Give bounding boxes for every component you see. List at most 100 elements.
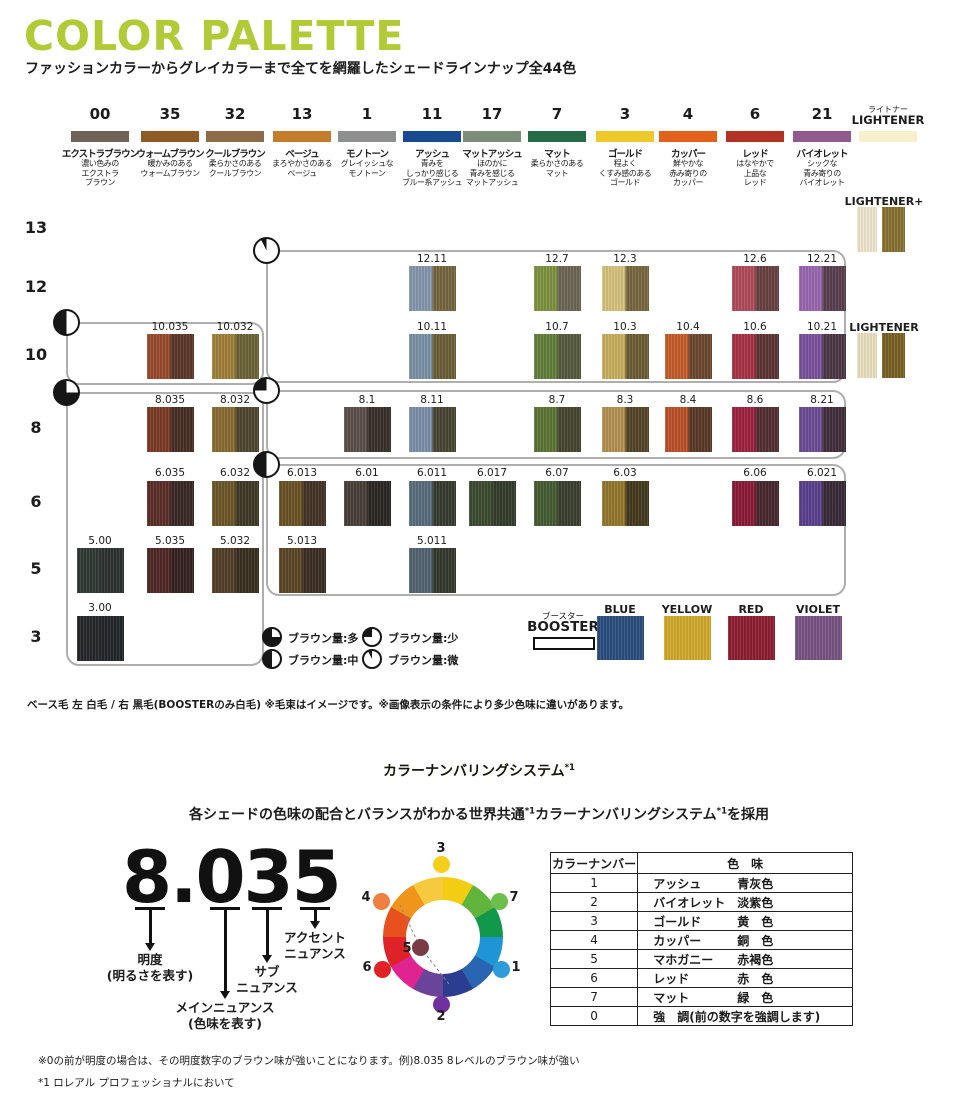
brown-amount-legend-icon bbox=[362, 649, 382, 669]
arrow-head-icon bbox=[262, 955, 272, 963]
annotation-label: サブ ニュアンス bbox=[236, 964, 298, 996]
shade-swatch-6.017 bbox=[469, 481, 516, 526]
brown-amount-legend-label: ブラウン量:少 bbox=[388, 632, 459, 645]
booster-label-en: BOOSTER bbox=[527, 619, 599, 635]
shade-label-5.032: 5.032 bbox=[219, 535, 251, 547]
hue-name: カッパー bbox=[653, 933, 702, 948]
shade-label-6.06: 6.06 bbox=[743, 467, 767, 479]
cell-hue: アッシュ 青灰色 bbox=[637, 873, 853, 893]
hue-name: マット bbox=[653, 990, 690, 1005]
column-00-swatch bbox=[71, 131, 129, 142]
wheel-dot-6 bbox=[373, 960, 391, 978]
shade-swatch-12.11 bbox=[409, 266, 456, 311]
column-17-desc: ほのかに 青みを感じる マットアッシュ bbox=[465, 159, 519, 187]
wheel-dot-label-2: 2 bbox=[436, 1009, 446, 1024]
column-4-desc: 鮮やかな 赤み寄りの カッパー bbox=[669, 159, 707, 187]
column-4-name: カッパー bbox=[670, 149, 706, 160]
column-6-desc: はなやかで 上品な レッド bbox=[736, 159, 774, 187]
shade-label-10.4: 10.4 bbox=[676, 321, 700, 333]
cell-hue: バイオレット 淡紫色 bbox=[637, 892, 853, 912]
column-21-name: バイオレット bbox=[796, 149, 848, 160]
shade-label-5.013: 5.013 bbox=[286, 535, 318, 547]
booster-blank-box bbox=[533, 637, 595, 650]
annotation-label: メインニュアンス (色味を表す) bbox=[175, 1000, 275, 1032]
column-21-swatch bbox=[793, 131, 851, 142]
superscript-note-ref: *1 bbox=[716, 806, 728, 817]
column-lightener-swatch bbox=[859, 131, 917, 142]
superscript-note-ref: *1 bbox=[524, 806, 536, 817]
cell-hue: レッド 赤 色 bbox=[637, 968, 853, 988]
column-35-swatch bbox=[141, 131, 199, 142]
page-title: COLOR PALETTE bbox=[24, 12, 405, 60]
table-row: 1 アッシュ 青灰色 bbox=[549, 873, 853, 893]
shade-label-6.017: 6.017 bbox=[476, 467, 508, 479]
column-header-hue: 色 味 bbox=[637, 852, 853, 874]
arrow-head-icon bbox=[310, 921, 320, 929]
shade-swatch-10.4 bbox=[665, 334, 712, 379]
hue-name: バイオレット bbox=[653, 895, 726, 910]
shade-label-5.011: 5.011 bbox=[416, 535, 448, 547]
example-shade-number: 8.035 bbox=[122, 835, 342, 919]
level-label-3: 3 bbox=[30, 627, 42, 646]
wheel-dot-1 bbox=[492, 960, 510, 978]
numbering-system-banner: カラーナンバリングシステム*1 bbox=[25, 756, 933, 781]
column-00-name: エクストラブラウン bbox=[61, 149, 139, 160]
column-3-number: 3 bbox=[619, 105, 631, 123]
shade-label-8.7: 8.7 bbox=[548, 394, 566, 406]
cell-color-number: 7 bbox=[549, 987, 639, 1007]
shade-swatch-6.032 bbox=[212, 481, 259, 526]
lightener-label: LIGHTENER bbox=[849, 321, 919, 334]
shade-swatch-3.00 bbox=[77, 616, 124, 661]
wheel-dot-5 bbox=[411, 938, 429, 956]
booster-swatch-YELLOW bbox=[664, 616, 711, 660]
column-11-name: アッシュ bbox=[414, 149, 450, 160]
shade-label-6.03: 6.03 bbox=[613, 467, 637, 479]
table-row: 3 ゴールド 黄 色 bbox=[549, 911, 853, 931]
column-7-desc: 柔らかさのある マット bbox=[530, 159, 584, 178]
shade-swatch-8.11 bbox=[409, 407, 456, 452]
level-label-5: 5 bbox=[30, 559, 42, 578]
hue-name: アッシュ bbox=[653, 876, 702, 891]
brown-amount-legend-label: ブラウン量:多 bbox=[288, 632, 359, 645]
column-11-number: 11 bbox=[421, 105, 443, 123]
shade-swatch-12.7 bbox=[534, 266, 581, 311]
shade-label-12.21: 12.21 bbox=[806, 253, 838, 265]
shade-label-10.6: 10.6 bbox=[743, 321, 767, 333]
column-21-number: 21 bbox=[811, 105, 833, 123]
hue-name: レッド bbox=[653, 971, 690, 986]
lead-text-part: を採用 bbox=[727, 807, 770, 823]
column-4-swatch bbox=[659, 131, 717, 142]
shade-label-8.4: 8.4 bbox=[679, 394, 697, 406]
shade-label-6.011: 6.011 bbox=[416, 467, 448, 479]
hue-color-desc: 銅 色 bbox=[737, 933, 774, 948]
hue-color-desc: 赤褐色 bbox=[737, 952, 774, 967]
shade-swatch-5.013 bbox=[279, 548, 326, 593]
color-wheel: 3 7 1 2 6 4 5 bbox=[361, 841, 520, 1024]
lightener-strip-dark-base bbox=[882, 207, 905, 252]
shade-swatch-6.06 bbox=[732, 481, 779, 526]
shade-label-5.035: 5.035 bbox=[154, 535, 186, 547]
base-hair-note: ベース毛 左 白毛 / 右 黒毛(BOOSTERのみ白毛) ※毛束はイメージです… bbox=[27, 699, 630, 711]
shade-swatch-6.01 bbox=[344, 481, 391, 526]
shade-swatch-6.021 bbox=[799, 481, 846, 526]
shade-label-12.3: 12.3 bbox=[613, 253, 637, 265]
booster-label-VIOLET: VIOLET bbox=[796, 603, 840, 616]
wheel-dot-label-4: 4 bbox=[361, 890, 371, 905]
footnote-brand: *1 ロレアル プロフェッショナルにおいて bbox=[38, 1077, 235, 1089]
shade-label-8.1: 8.1 bbox=[358, 394, 376, 406]
hue-color-desc: 緑 色 bbox=[737, 990, 774, 1005]
shade-swatch-8.4 bbox=[665, 407, 712, 452]
cell-hue: 強 調(前の数字を強調します) bbox=[637, 1006, 853, 1026]
cell-hue: カッパー 銅 色 bbox=[637, 930, 853, 950]
wheel-dot-label-6: 6 bbox=[362, 960, 372, 975]
shade-swatch-8.21 bbox=[799, 407, 846, 452]
shade-swatch-10.3 bbox=[602, 334, 649, 379]
hue-color-desc: 淡紫色 bbox=[737, 895, 774, 910]
column-35-desc: 暖かみのある ウォームブラウン bbox=[140, 159, 200, 178]
hue-color-desc: 青灰色 bbox=[737, 876, 774, 891]
shade-swatch-8.7 bbox=[534, 407, 581, 452]
column-4-number: 4 bbox=[682, 105, 694, 123]
numbering-lead-text: 各シェードの色味の配合とバランスがわかる世界共通*1カラーナンバリングシステム*… bbox=[0, 804, 958, 824]
footnote-brown: ※0の前が明度の場合は、その明度数字のブラウン味が強いことになります。例)8.0… bbox=[38, 1055, 580, 1067]
